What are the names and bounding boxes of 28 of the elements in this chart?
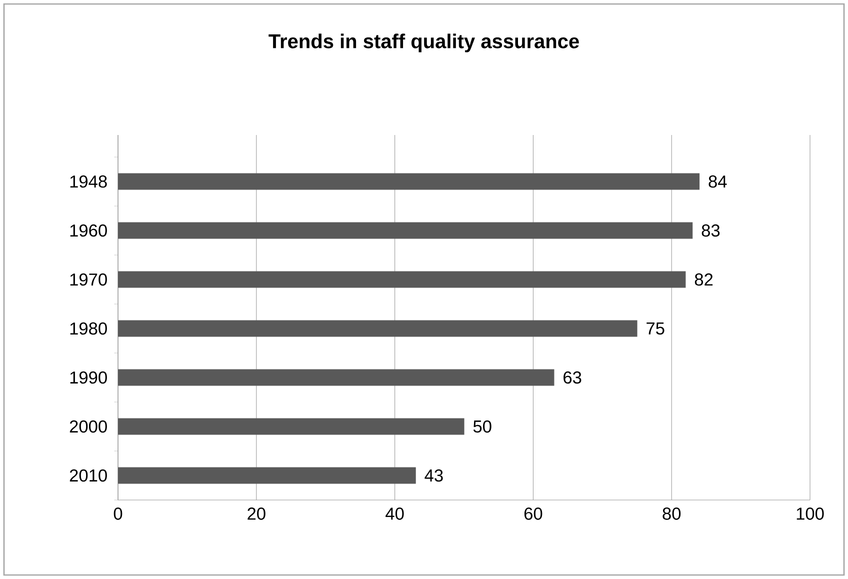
x-tick-label: 0 <box>114 508 122 520</box>
chart-title: Trends in staff quality assurance <box>268 34 579 52</box>
y-tick-label: 1980 <box>70 322 107 335</box>
y-tick-label: 1990 <box>70 371 107 384</box>
y-tick-label: 1960 <box>70 224 107 237</box>
bar <box>118 467 416 484</box>
bar <box>118 222 693 239</box>
bar <box>118 320 638 337</box>
data-label: 83 <box>702 224 720 237</box>
x-tick-label: 60 <box>524 508 542 520</box>
y-tick-label: 2010 <box>70 469 107 482</box>
bar <box>118 418 464 435</box>
x-tick-label: 80 <box>662 508 681 520</box>
data-label: 63 <box>564 371 582 384</box>
data-label: 43 <box>424 469 443 482</box>
x-tick-label: 20 <box>248 508 266 520</box>
y-tick-label: 2000 <box>70 420 107 433</box>
bar <box>118 271 686 288</box>
bar <box>118 173 700 190</box>
bar <box>118 369 554 386</box>
data-label: 50 <box>473 420 492 433</box>
data-label: 82 <box>694 273 713 286</box>
x-tick-label: 40 <box>386 508 404 520</box>
data-label: 84 <box>708 175 727 188</box>
y-tick-label: 1948 <box>70 175 107 188</box>
data-label: 75 <box>646 322 664 335</box>
y-tick-label: 1970 <box>70 273 107 286</box>
x-tick-label: 100 <box>796 508 824 520</box>
